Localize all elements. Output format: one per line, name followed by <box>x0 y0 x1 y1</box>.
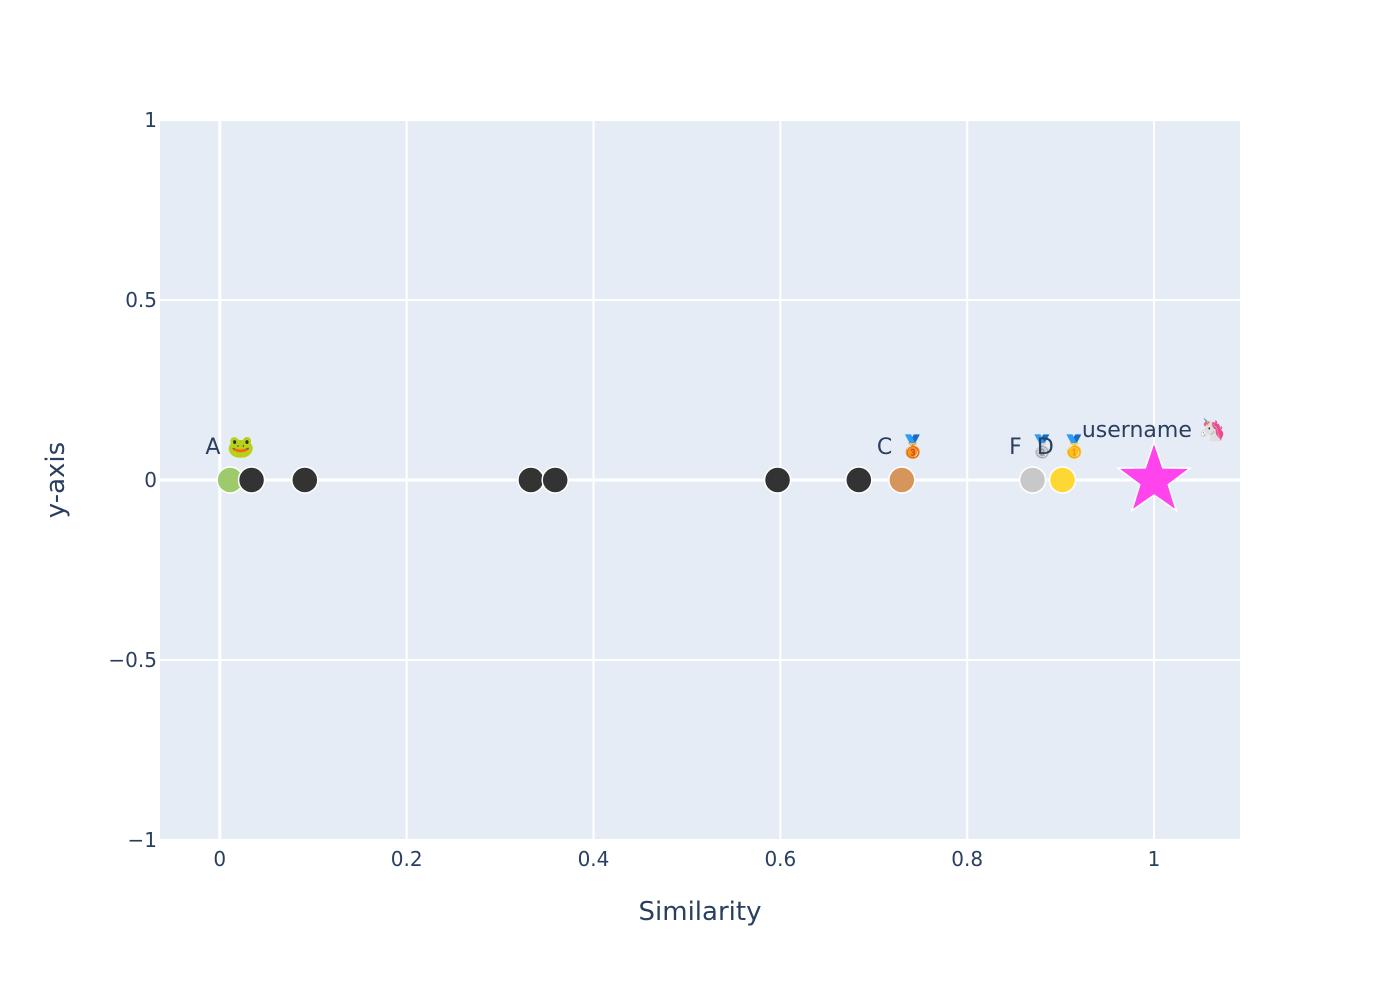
point-label: C 🥉 <box>877 434 927 460</box>
point-marker <box>888 466 916 494</box>
point-label: D 🥇 <box>1037 434 1088 460</box>
x-tick-labels: 0 0.2 0.4 0.6 0.8 1 <box>213 847 1160 871</box>
point-marker <box>237 466 266 494</box>
point-marker <box>291 466 319 494</box>
point-label: A 🐸 <box>205 435 254 460</box>
y-tick-label: 0.5 <box>125 288 157 312</box>
point-marker <box>1048 466 1077 494</box>
x-tick-label: 0.6 <box>764 847 796 871</box>
star-marker <box>1115 439 1193 513</box>
y-tick-label: 1 <box>144 108 157 132</box>
x-tick-label: 0 <box>213 847 226 871</box>
point-label: F 🥈 <box>1009 434 1056 460</box>
data-points <box>216 439 1193 513</box>
point-marker <box>541 466 569 494</box>
x-tick-label: 0.8 <box>951 847 983 871</box>
y-tick-label: −0.5 <box>108 648 157 672</box>
point-marker <box>1018 466 1047 494</box>
x-tick-label: 1 <box>1148 847 1161 871</box>
point-marker <box>845 466 873 494</box>
point-label: username 🦄 <box>1082 417 1226 443</box>
y-tick-labels: 1 0.5 0 −0.5 −1 <box>108 108 157 852</box>
x-tick-label: 0.4 <box>578 847 610 871</box>
x-tick-label: 0.2 <box>391 847 423 871</box>
y-tick-label: −1 <box>128 828 157 852</box>
y-axis-title: y-axis <box>41 442 71 518</box>
point-marker <box>517 466 545 494</box>
x-axis-title: Similarity <box>639 897 762 927</box>
point-labels: A 🐸 C 🥉 F 🥈D 🥇username 🦄 <box>205 417 1226 460</box>
point-marker <box>763 466 792 494</box>
y-tick-label: 0 <box>144 468 157 492</box>
grid-lines <box>160 119 1240 841</box>
